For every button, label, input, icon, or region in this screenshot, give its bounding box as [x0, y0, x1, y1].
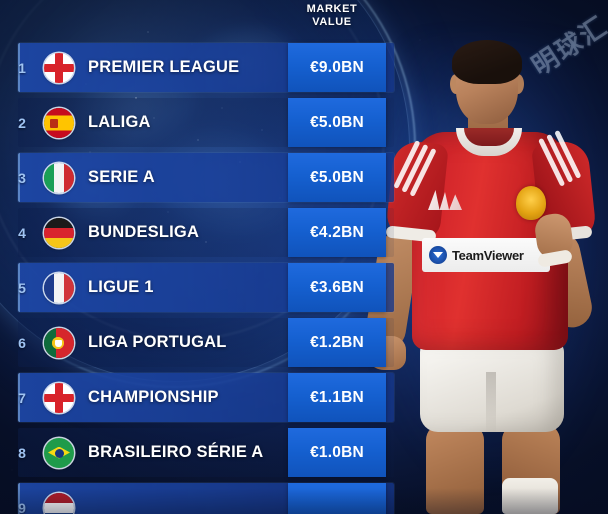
- table-row[interactable]: 7 CHAMPIONSHIP €1.1BN: [0, 370, 394, 425]
- club-crest-icon: [516, 186, 546, 220]
- flag-icon-brazil: [44, 437, 74, 468]
- table-row[interactable]: 5 LIGUE 1 €3.6BN: [0, 260, 394, 315]
- table-row[interactable]: 2 LALIGA €5.0BN: [0, 95, 394, 150]
- flag-icon-france: [44, 272, 74, 303]
- flag-icon-italy: [44, 162, 74, 193]
- market-value-column-header: MARKET VALUE: [288, 3, 376, 29]
- flag-icon-netherlands: [44, 492, 74, 514]
- sponsor-logo-icon: [429, 246, 447, 264]
- rank-number: 5: [18, 279, 26, 296]
- rank-number: 7: [18, 389, 26, 406]
- table-row[interactable]: 4 BUNDESLIGA €4.2BN: [0, 205, 394, 260]
- market-value-cell: €9.0BN: [288, 43, 386, 92]
- flag-icon-portugal: [44, 327, 74, 358]
- rank-number: 1: [18, 59, 26, 76]
- rank-number: 2: [18, 114, 26, 131]
- market-value-cell: €1.0BN: [288, 428, 386, 477]
- market-value-cell: €3.6BN: [288, 263, 386, 312]
- table-row[interactable]: 1 PREMIER LEAGUE €9.0BN: [0, 40, 394, 95]
- market-value-cell: €5.0BN: [288, 153, 386, 202]
- jersey-sponsor: TeamViewer: [422, 238, 550, 272]
- sponsor-text: TeamViewer: [452, 247, 524, 263]
- flag-icon-germany: [44, 217, 74, 248]
- market-value-cell: €4.2BN: [288, 208, 386, 257]
- flag-icon-england: [44, 52, 74, 83]
- column-header-line1: MARKET: [306, 3, 358, 15]
- rank-number: 6: [18, 334, 26, 351]
- rank-number: 9: [18, 499, 26, 514]
- market-value-cell: [288, 483, 386, 514]
- rank-number: 8: [18, 444, 26, 461]
- column-header-line2: VALUE: [312, 16, 352, 28]
- market-value-cell: €1.1BN: [288, 373, 386, 422]
- player-hair: [452, 40, 522, 84]
- league-ranking-table: 1 PREMIER LEAGUE €9.0BN 2 LALIGA €5.0BN 3 SERIE…: [0, 40, 394, 514]
- rank-number: 4: [18, 224, 26, 241]
- market-value-cell: €5.0BN: [288, 98, 386, 147]
- table-row[interactable]: 8 BRASILEIRO SÉRIE A €1.0BN: [0, 425, 394, 480]
- player-photo: TeamViewer: [360, 0, 608, 514]
- table-row[interactable]: 9: [0, 480, 394, 514]
- table-row[interactable]: 6 LIGA PORTUGAL €1.2BN: [0, 315, 394, 370]
- market-value-cell: €1.2BN: [288, 318, 386, 367]
- table-row[interactable]: 3 SERIE A €5.0BN: [0, 150, 394, 205]
- rank-number: 3: [18, 169, 26, 186]
- flag-icon-spain: [44, 107, 74, 138]
- flag-icon-england: [44, 382, 74, 413]
